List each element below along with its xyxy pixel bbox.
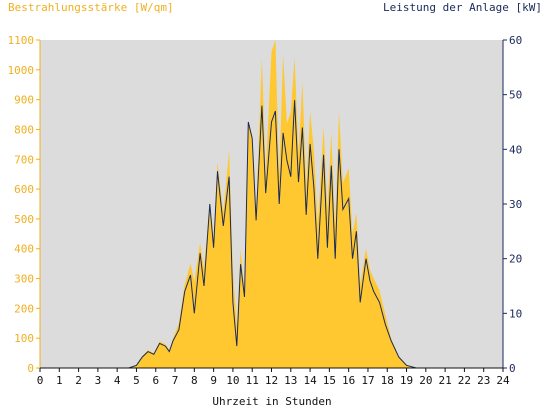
left-tick-label: 600 [14, 183, 34, 196]
x-tick-label: 10 [226, 374, 239, 387]
x-tick-label: 3 [95, 374, 102, 387]
left-tick-label: 200 [14, 302, 34, 315]
right-axis-title: Leistung der Anlage [kW] [383, 1, 542, 14]
x-tick-label: 22 [458, 374, 471, 387]
left-tick-label: 400 [14, 243, 34, 256]
x-tick-label: 1 [56, 374, 63, 387]
x-tick-label: 21 [439, 374, 452, 387]
left-tick-label: 300 [14, 273, 34, 286]
x-tick-label: 11 [246, 374, 259, 387]
x-tick-label: 0 [37, 374, 44, 387]
x-tick-label: 14 [303, 374, 317, 387]
x-tick-label: 18 [381, 374, 394, 387]
x-tick-label: 23 [477, 374, 490, 387]
x-tick-label: 9 [210, 374, 217, 387]
x-tick-label: 5 [133, 374, 140, 387]
left-tick-label: 100 [14, 332, 34, 345]
series-power-line [40, 100, 503, 369]
x-tick-label: 24 [496, 374, 510, 387]
x-tick-label: 20 [419, 374, 432, 387]
x-tick-label: 16 [342, 374, 355, 387]
x-tick-label: 17 [361, 374, 374, 387]
left-tick-label: 1000 [8, 64, 35, 77]
left-tick-label: 900 [14, 94, 34, 107]
x-tick-label: 13 [284, 374, 297, 387]
left-tick-label: 700 [14, 153, 34, 166]
x-tick-label: 7 [172, 374, 179, 387]
left-tick-label: 1100 [8, 34, 35, 47]
x-tick-label: 6 [152, 374, 159, 387]
left-axis-title: Bestrahlungsstärke [W/qm] [8, 1, 174, 14]
left-tick-label: 500 [14, 213, 34, 226]
left-tick-label: 0 [27, 362, 34, 375]
x-tick-label: 12 [265, 374, 278, 387]
x-tick-label: 15 [323, 374, 336, 387]
series-irradiance-area [40, 40, 503, 368]
left-tick-label: 800 [14, 123, 34, 136]
x-tick-label: 4 [114, 374, 121, 387]
x-tick-label: 8 [191, 374, 198, 387]
x-tick-label: 2 [75, 374, 82, 387]
right-tick-label: 20 [509, 253, 522, 266]
right-tick-label: 50 [509, 89, 522, 102]
right-tick-label: 30 [509, 198, 522, 211]
x-tick-label: 19 [400, 374, 413, 387]
right-tick-label: 40 [509, 143, 522, 156]
right-tick-label: 10 [509, 307, 522, 320]
x-axis-title: Uhrzeit in Stunden [212, 395, 331, 408]
right-tick-label: 0 [509, 362, 516, 375]
right-tick-label: 60 [509, 34, 522, 47]
